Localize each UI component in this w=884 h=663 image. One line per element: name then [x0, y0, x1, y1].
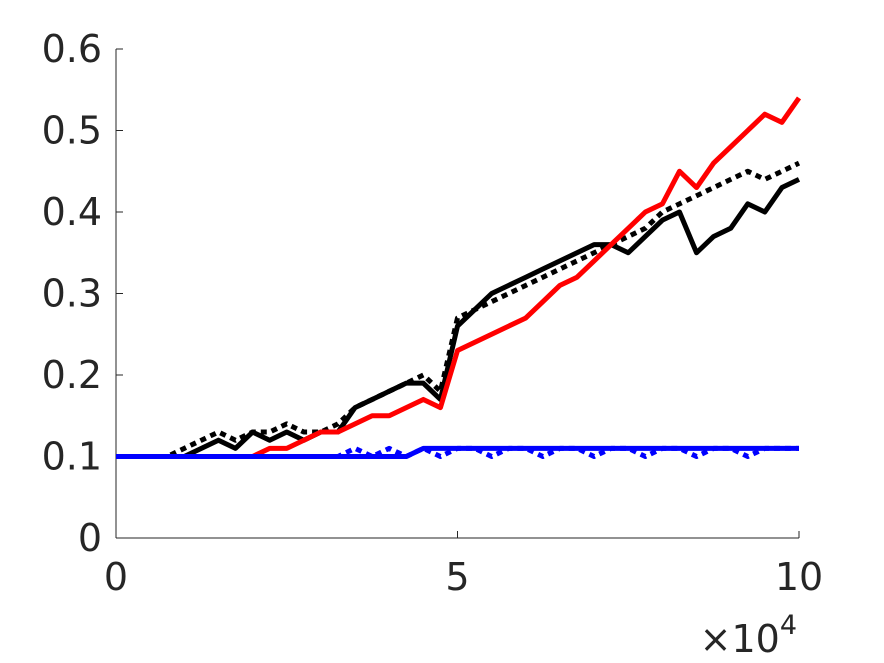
x-multiplier-exponent: 4: [780, 610, 797, 641]
y-tick-label: 0.2: [42, 353, 102, 397]
y-tick-label: 0.1: [42, 435, 102, 479]
line-series: [116, 177, 801, 459]
x-tick-label: 10: [775, 555, 823, 599]
line-series: [116, 96, 802, 459]
x-multiplier: ×104: [700, 610, 797, 661]
x-tick-label: 0: [104, 555, 128, 599]
x-tick-label: 5: [445, 555, 469, 599]
line-series: [116, 160, 801, 459]
y-tick-label: 0: [78, 516, 102, 560]
y-tick-label: 0.4: [42, 190, 102, 234]
line-series: [116, 445, 799, 459]
x-multiplier-base: ×10: [700, 617, 780, 661]
y-tick-label: 0.3: [42, 272, 102, 316]
y-tick-label: 0.6: [42, 27, 102, 71]
y-tick-label: 0.5: [42, 109, 102, 153]
